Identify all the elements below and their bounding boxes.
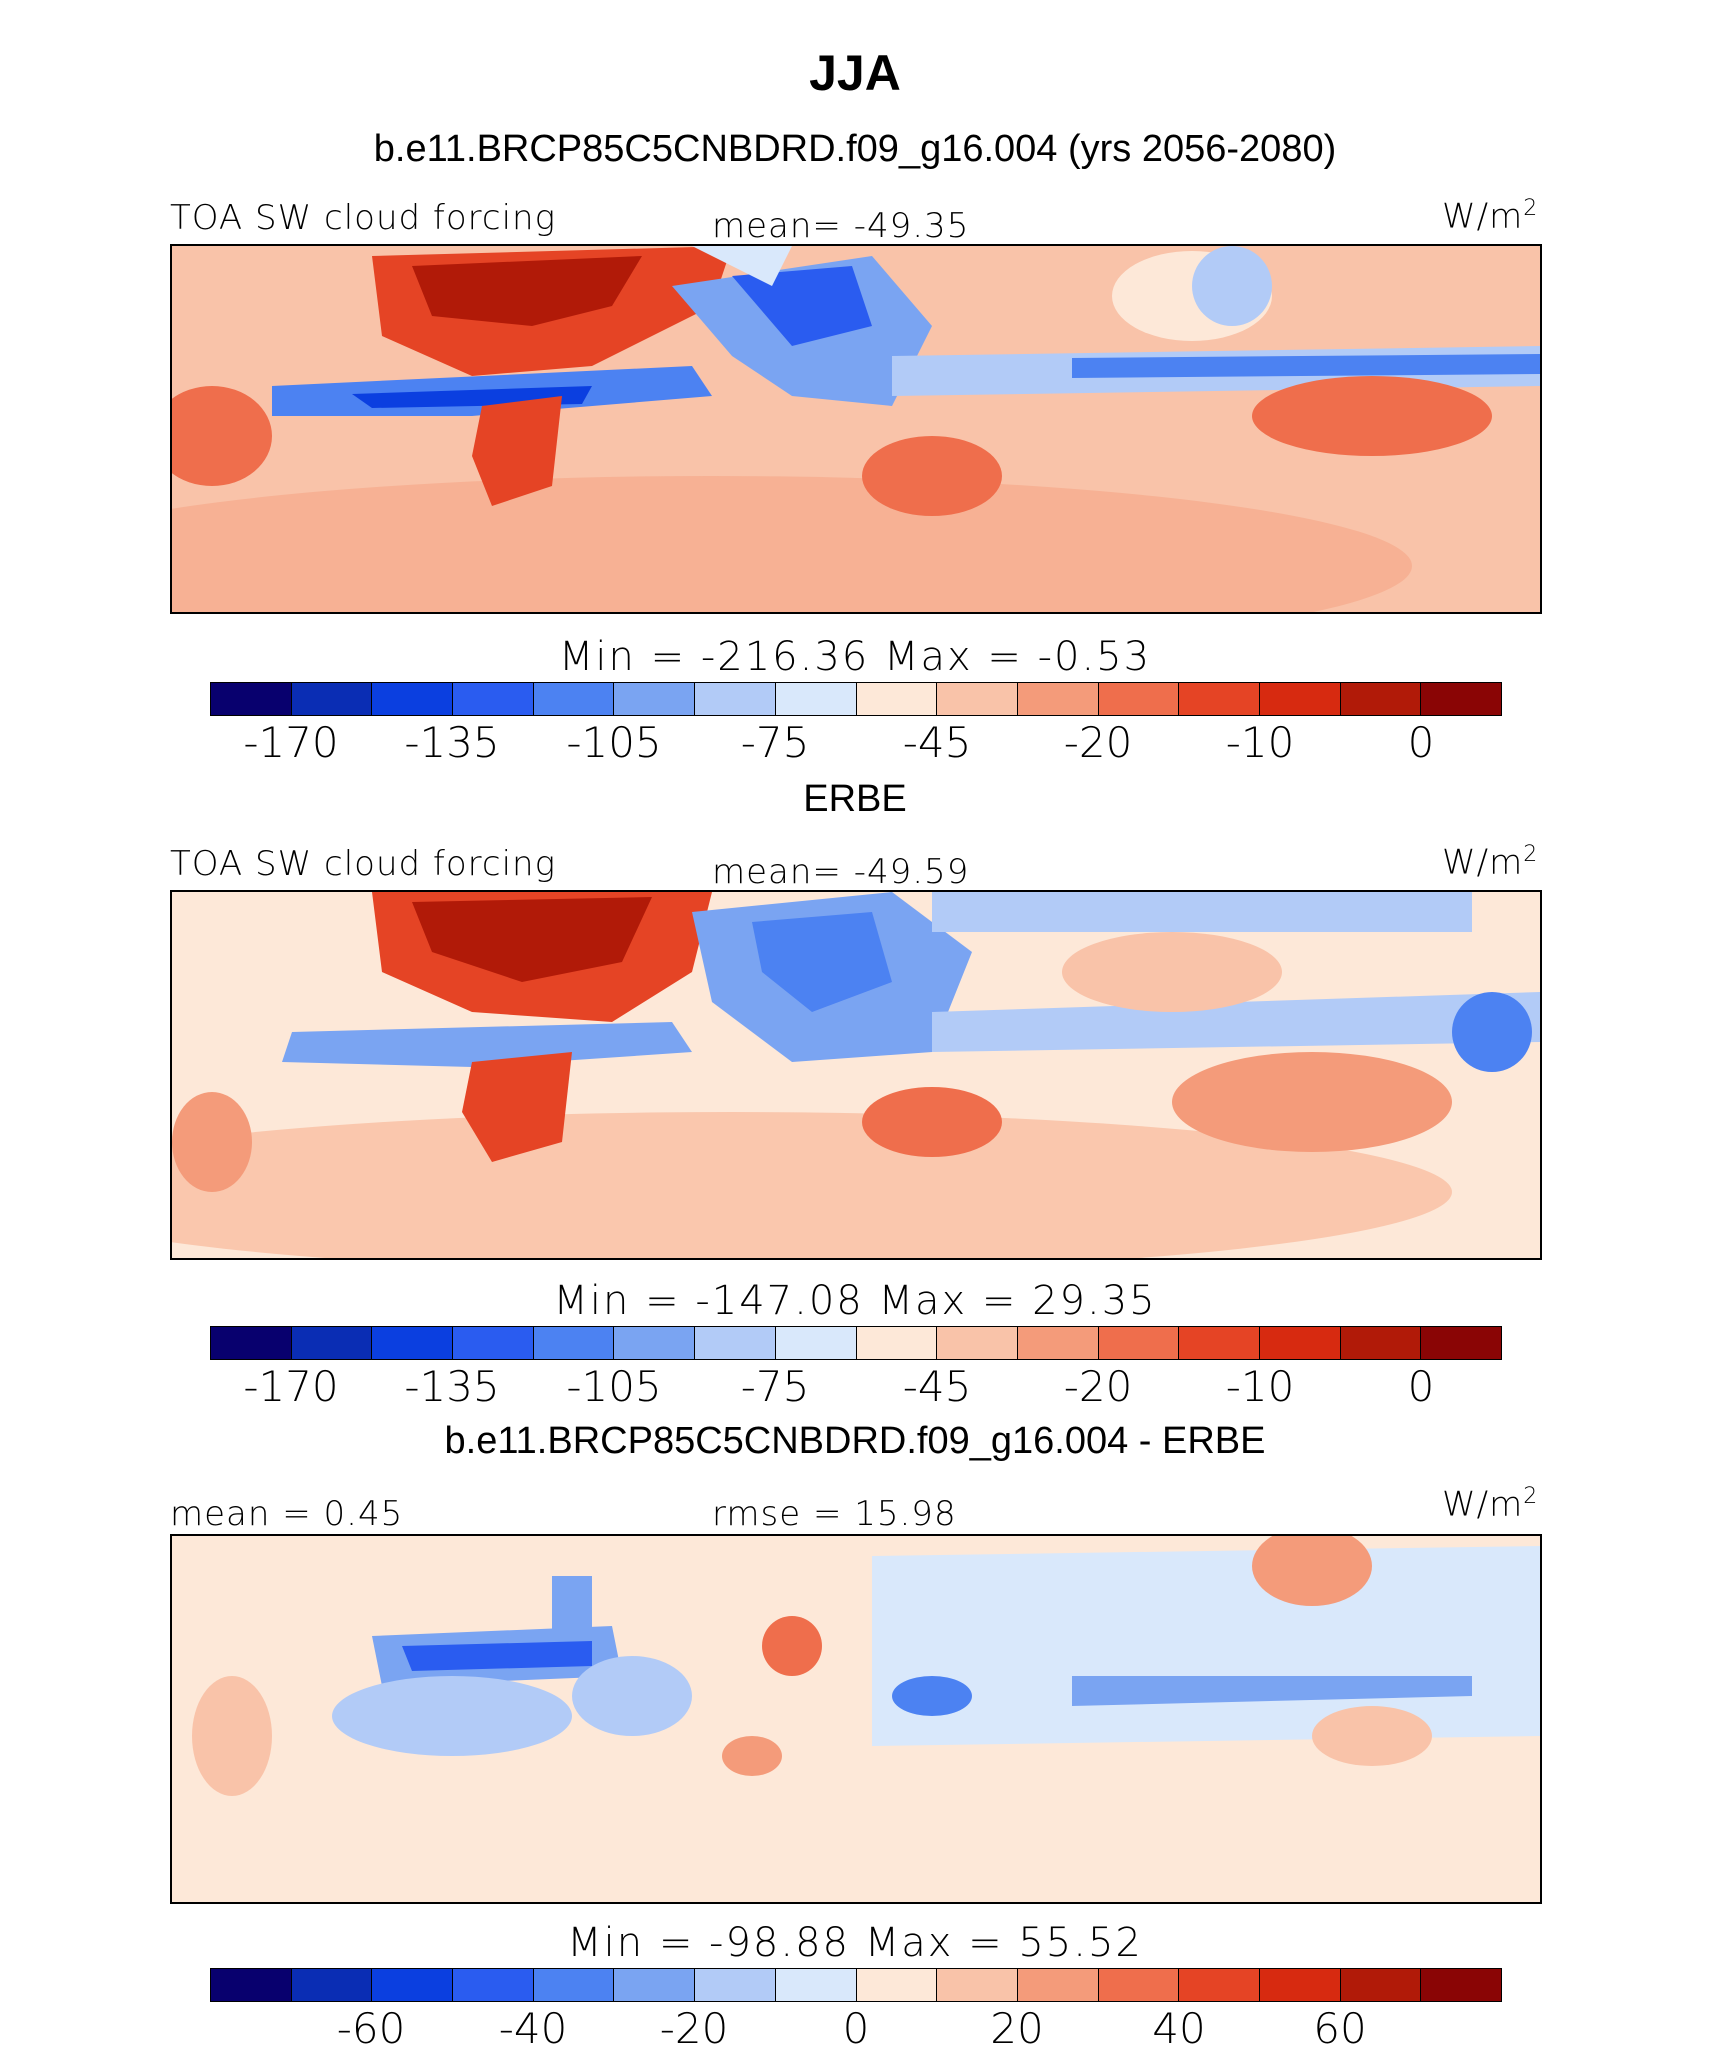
panel-1-tick: 0 [1407,718,1435,767]
panel-1-tick: -45 [902,718,972,767]
panel-1-tick: -170 [243,718,339,767]
panel-2-minmax: Min = -147.08 Max = 29.35 [553,1278,1157,1324]
panel-2-subtitle: ERBE [803,778,907,820]
panel-2-tick: -105 [566,1362,662,1411]
panel-3-tick: 0 [842,2004,870,2053]
panel-2-variable-label: TOA SW cloud forcing [170,844,556,884]
panel-3-tick: 60 [1313,2004,1367,2053]
panel-1-contour-field [172,246,1540,612]
panel-3-tick: -40 [498,2004,568,2053]
panel-2-units-label: W/m2 [1442,842,1539,883]
panel-1-tick: -105 [566,718,662,767]
panel-2-tick: 0 [1407,1362,1435,1411]
panel-2-mean-label: mean= -49.59 [712,852,970,892]
panel-1-map [170,244,1542,614]
panel-1-minmax: Min = -216.36 Max = -0.53 [558,634,1152,680]
panel-1-tick: -75 [740,718,810,767]
figure-title: JJA [809,45,901,101]
panel-2-map [170,890,1542,1260]
panel-1-units-label: W/m2 [1442,196,1539,237]
panel-3-subtitle: b.e11.BRCP85C5CNBDRD.f09_g16.004 - ERBE [444,1420,1266,1462]
panel-3-colorbar [210,1968,1502,2002]
panel-3-tick: 40 [1152,2004,1206,2053]
panel-1-variable-label: TOA SW cloud forcing [170,198,556,238]
panel-3-minmax: Min = -98.88 Max = 55.52 [567,1920,1143,1966]
panel-1-mean-label: mean= -49.35 [712,206,970,246]
panel-1-subtitle: b.e11.BRCP85C5CNBDRD.f09_g16.004 (yrs 20… [373,128,1337,170]
panel-2-contour-field [172,892,1540,1258]
panel-1-tick: -135 [404,718,500,767]
panel-2-colorbar [210,1326,1502,1360]
panel-2-tick: -170 [243,1362,339,1411]
panel-1-colorbar [210,682,1502,716]
panel-2-tick: -135 [404,1362,500,1411]
panel-3-tick: 20 [990,2004,1044,2053]
panel-3-units-label: W/m2 [1442,1484,1539,1525]
panel-1-tick: -10 [1225,718,1295,767]
panel-1-tick: -20 [1063,718,1133,767]
panel-3-contour-field [172,1536,1540,1902]
panel-2-tick: -75 [740,1362,810,1411]
panel-2-tick: -45 [902,1362,972,1411]
panel-3-mean-label: mean = 0.45 [170,1494,404,1534]
panel-3-tick: -20 [659,2004,729,2053]
panel-3-tick: -60 [336,2004,406,2053]
panel-3-rmse-label: rmse = 15.98 [712,1494,957,1534]
panel-3-map [170,1534,1542,1904]
panel-2-tick: -10 [1225,1362,1295,1411]
panel-2-tick: -20 [1063,1362,1133,1411]
